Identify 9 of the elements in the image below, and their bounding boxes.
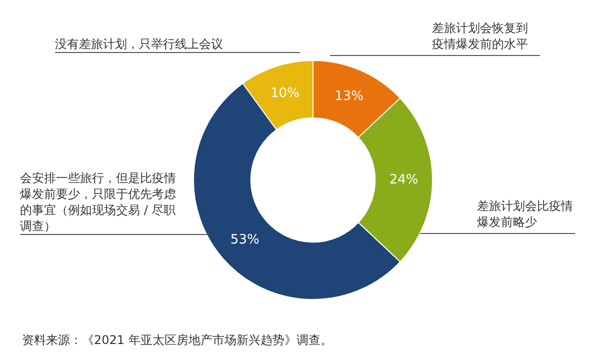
slice-label: 会安排一些旅行，但是比疫情爆发前要少，只限于优先考虑的事宜（例如现场交易 / 尽职调查） bbox=[20, 170, 177, 234]
data-label: 13% bbox=[334, 89, 364, 104]
slice-label: 没有差旅计划，只举行线上会议 bbox=[55, 36, 224, 52]
slice-label: 差旅计划会恢复到疫情爆发前的水平 bbox=[432, 20, 529, 52]
text: 资料来源：《2021 年亚太区房地产市场新兴趋势》调查。 bbox=[22, 332, 332, 349]
data-label: 10% bbox=[270, 86, 300, 101]
slice-label: 差旅计划会比疫情爆发前略少 bbox=[477, 198, 574, 230]
data-label: 53% bbox=[230, 232, 260, 248]
data-label: 24% bbox=[389, 172, 418, 188]
